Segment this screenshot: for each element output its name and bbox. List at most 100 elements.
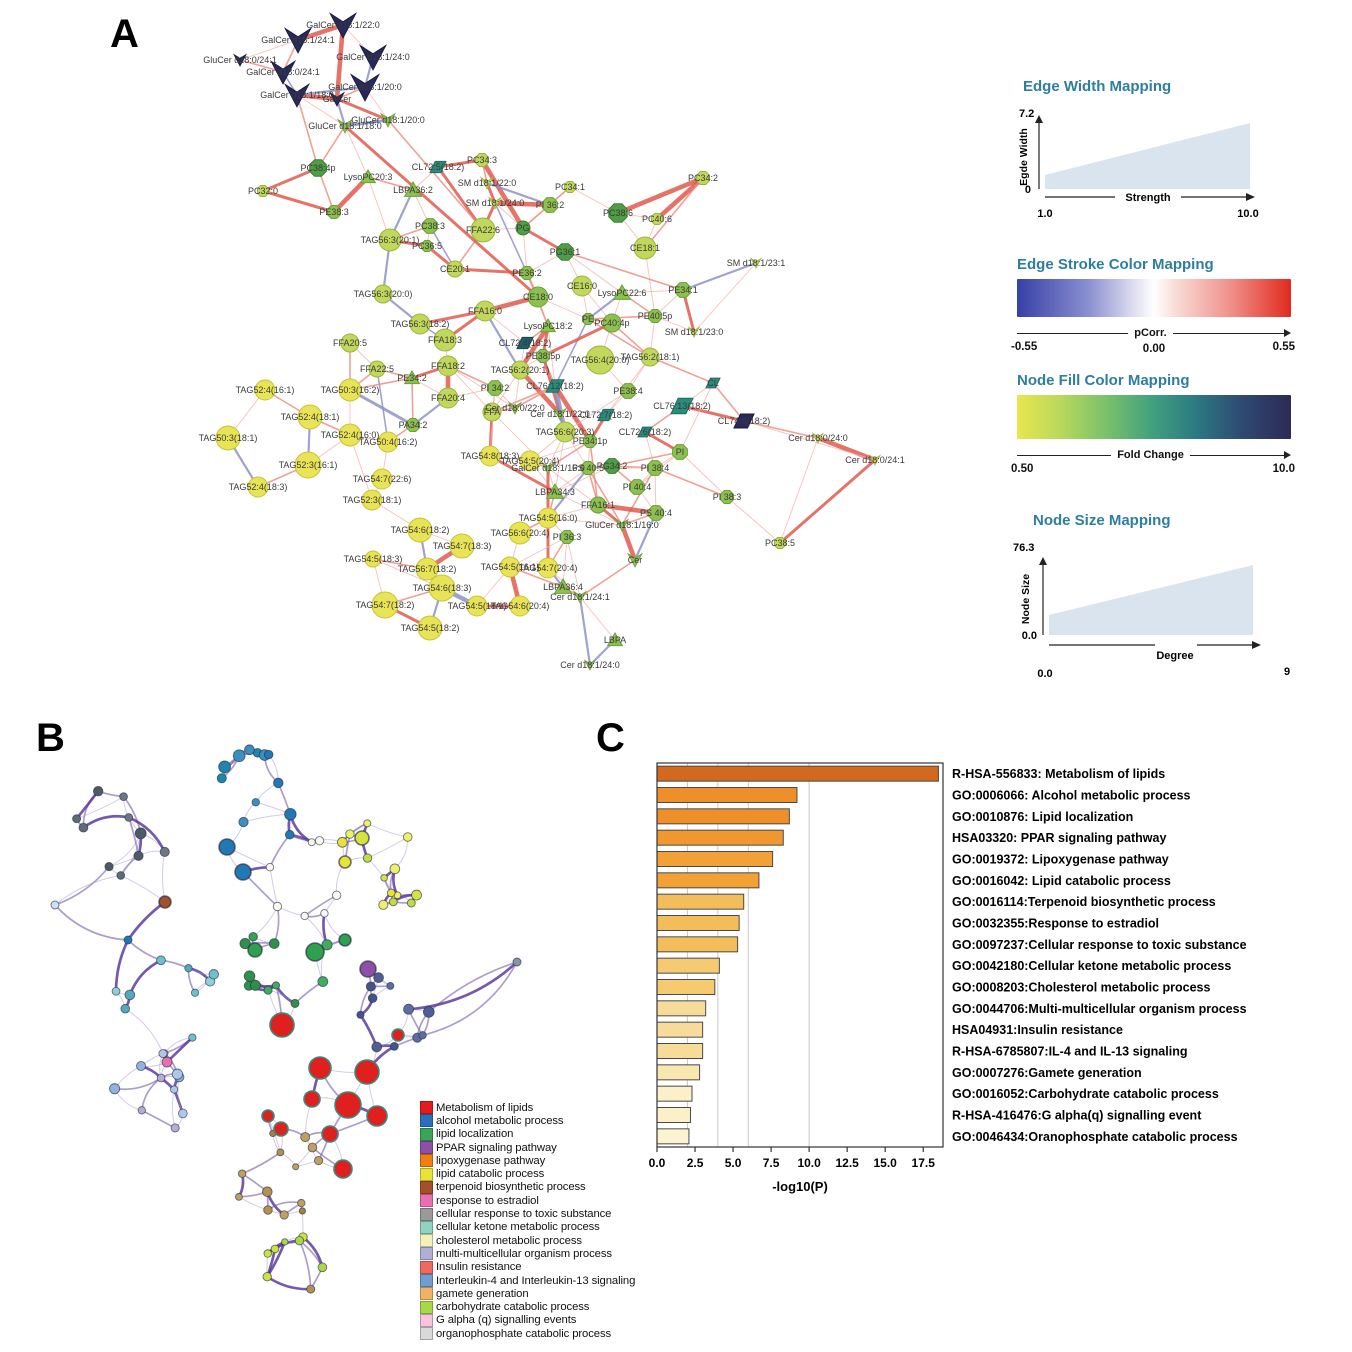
network-edge — [296, 94, 346, 127]
enrichment-edge — [298, 1240, 312, 1290]
node-shape-circle — [340, 333, 360, 353]
network-edge — [480, 158, 525, 230]
x-tick-label: 17.5 — [912, 1156, 936, 1170]
legend-item: lipid catabolic process — [420, 1167, 670, 1181]
node-label: PS 40:5 — [572, 463, 604, 473]
enrichment-node — [238, 816, 249, 828]
node-size-mapping-legend: Node Size Mapping 76.3 0.0 Node Size Deg… — [1005, 512, 1305, 690]
legend-item: gamete generation — [420, 1287, 670, 1301]
network-edge — [726, 496, 781, 544]
node-shape-circle — [466, 595, 488, 617]
enrichment-node — [170, 1123, 180, 1133]
legend-label: cellular ketone metabolic process — [436, 1221, 600, 1234]
bar — [656, 1021, 704, 1038]
bar-label: GO:0008203:Cholesterol metabolic process — [952, 981, 1210, 995]
network-edge — [486, 181, 551, 207]
enrichment-edge — [54, 866, 110, 906]
bar — [656, 936, 739, 953]
node-shape-chevron — [687, 326, 701, 338]
legend-label: multi-multicellular organism process — [436, 1247, 612, 1260]
node-shape-triangle — [539, 318, 557, 333]
legend-item: Metabolism of lipids — [420, 1101, 670, 1115]
bar — [656, 1000, 707, 1017]
network-edge — [654, 467, 728, 498]
node-label: PE38:3 — [319, 207, 349, 217]
network-edge — [344, 118, 389, 128]
network-edge — [566, 536, 581, 598]
node-label: TAG54:5(16:0) — [519, 513, 578, 523]
enrichment-node — [272, 901, 283, 912]
network-node — [479, 176, 495, 190]
network-edge — [611, 451, 681, 467]
axis-arrow-icon — [1284, 451, 1292, 459]
node-label: TAG54:6(18:2) — [391, 525, 450, 535]
network-nodes — [215, 12, 882, 671]
network-node — [283, 27, 313, 54]
node-shape-circle — [474, 300, 496, 322]
node-shape-chevron — [614, 518, 630, 532]
bar-label: GO:0032355:Response to estradiol — [952, 917, 1159, 931]
enrichment-hub-node — [334, 1091, 362, 1119]
node-shape-octagon — [608, 203, 628, 223]
enrichment-node — [512, 957, 522, 967]
network-edge — [529, 440, 591, 462]
network-edge — [367, 176, 414, 191]
legend-item: response to estradiol — [420, 1194, 670, 1208]
node-shape-circle — [519, 450, 541, 472]
enrichment-hub-node — [247, 942, 263, 958]
enrichment-edge — [422, 961, 518, 1037]
node-label: TAG54:7(20:4) — [519, 563, 578, 573]
network-node — [422, 218, 438, 234]
enrichment-edge — [124, 1008, 164, 1054]
node-label: GalCer d18:1/24:0 — [336, 52, 410, 62]
panel-a-label: A — [110, 12, 139, 56]
bar-label: GO:0006066: Alcohol metabolic process — [952, 789, 1191, 803]
x-tick-label: 12.5 — [835, 1156, 859, 1170]
network-node — [379, 112, 397, 128]
node-label: LBPA34:3 — [535, 487, 575, 497]
network-node — [510, 360, 530, 380]
network-node — [338, 423, 362, 447]
network-node — [589, 496, 607, 514]
enrichment-edge — [141, 1109, 176, 1129]
bar — [656, 1085, 693, 1102]
node-shape-octagon — [620, 383, 636, 399]
node-shape-triangle — [359, 169, 377, 184]
enrichment-edge — [238, 1196, 269, 1211]
node-label: CE18:0 — [523, 292, 553, 302]
node-shape-chevron — [487, 196, 503, 210]
enrichment-node — [156, 1073, 166, 1083]
node-shape-circle — [499, 556, 521, 578]
node-label: TAG54:7(22:6) — [353, 474, 412, 484]
node-shape-circle — [437, 355, 459, 377]
legend-label: G alpha (q) signalling events — [436, 1314, 577, 1327]
network-edge — [619, 524, 638, 561]
edge-stroke-color-mapping-legend: Edge Stroke Color Mapping pCorr. -0.55 0… — [1005, 256, 1305, 355]
enrichment-node — [389, 1041, 399, 1051]
enrichment-node — [418, 1031, 427, 1040]
node-label: TAG50:3(18:1) — [199, 433, 258, 443]
enrichment-node — [363, 819, 372, 828]
node-label: PC34:1 — [555, 182, 585, 192]
node-label: PG — [516, 223, 529, 233]
enrichment-hub-node — [234, 863, 252, 881]
network-node — [371, 591, 399, 619]
node-shape-chevron — [379, 112, 397, 128]
node-label: LBPA — [604, 635, 626, 645]
node-label: PC38:6 — [603, 208, 633, 218]
node-shape-parallelogram — [637, 426, 653, 438]
node-label: GluCer d18:1/18:0 — [308, 121, 382, 131]
node-shape-octagon — [675, 282, 691, 298]
node-shape-octagon — [327, 205, 341, 219]
enrichment-node — [279, 1210, 289, 1220]
enrichment-hub-node — [321, 1125, 339, 1143]
network-node — [648, 505, 664, 521]
legend-item: Interleukin-4 and Interleukin-13 signali… — [420, 1274, 670, 1287]
node-label: TAG52:4(16:0) — [321, 430, 380, 440]
node-label: Cer d18:1/24:0 — [560, 660, 620, 670]
legend-swatch-icon — [420, 1141, 433, 1155]
node-label: LysoPC22:6 — [598, 288, 647, 298]
enrichment-node — [109, 1083, 121, 1095]
network-node — [340, 333, 360, 353]
node-label: TAG56:6(20:3) — [536, 427, 595, 437]
